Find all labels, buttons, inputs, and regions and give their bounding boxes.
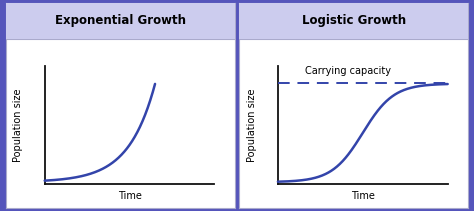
Text: Time: Time	[351, 191, 375, 201]
Text: Logistic Growth: Logistic Growth	[301, 14, 406, 27]
Text: Carrying capacity: Carrying capacity	[305, 66, 392, 76]
Text: Time: Time	[118, 191, 142, 201]
Bar	[239, 3, 468, 39]
Text: Population size: Population size	[246, 88, 256, 161]
Text: Population size: Population size	[13, 88, 23, 161]
Bar	[6, 3, 235, 39]
Text: Exponential Growth: Exponential Growth	[55, 14, 186, 27]
